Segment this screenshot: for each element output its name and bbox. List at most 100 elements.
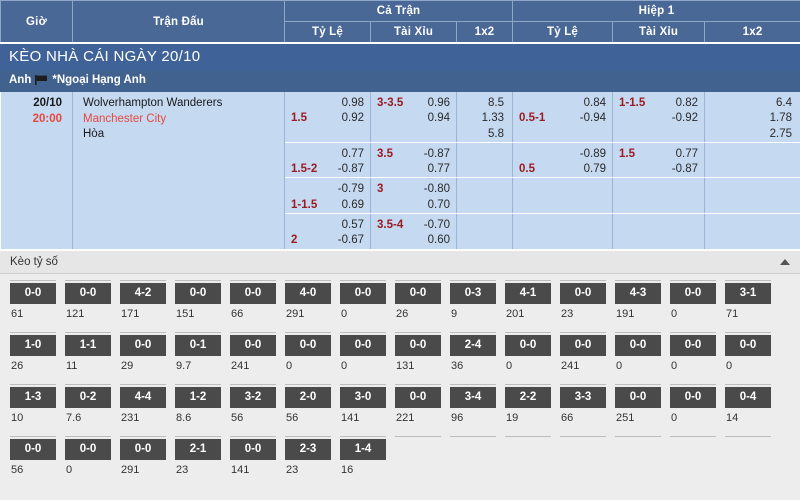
odd-1[interactable]: 6.4 (776, 97, 793, 109)
score-cell[interactable]: 0-0 0 (670, 331, 716, 378)
score-cell[interactable]: 0-0 121 (65, 279, 111, 326)
half-overunder-cell[interactable]: 1.5 0.77 -0.87 (612, 141, 706, 179)
odd-value-bottom[interactable]: -0.67 (337, 234, 364, 247)
score-chip[interactable]: 0-0 (10, 438, 56, 460)
score-odd-value[interactable]: 151 (176, 307, 195, 320)
score-odd-value[interactable]: 221 (396, 411, 415, 424)
score-odd-value[interactable]: 0 (671, 411, 678, 424)
score-odd-value[interactable]: 241 (231, 359, 250, 372)
score-cell[interactable]: 0-1 9.7 (175, 331, 221, 378)
score-chip[interactable]: 3-1 (725, 282, 771, 304)
score-odd-value[interactable]: 56 (286, 411, 299, 424)
caret-up-icon[interactable] (780, 258, 790, 265)
score-odd-value[interactable]: 231 (121, 411, 140, 424)
score-chip[interactable]: 0-0 (230, 282, 276, 304)
score-cell[interactable]: 0-0 0 (285, 331, 331, 378)
score-cell[interactable]: 0-0 66 (230, 279, 276, 326)
score-odd-value[interactable]: 9.7 (176, 359, 192, 372)
score-cell[interactable]: 0-0 61 (10, 279, 56, 326)
score-cell[interactable]: 0-0 0 (340, 279, 386, 326)
score-chip[interactable]: 0-2 (65, 386, 111, 408)
odd-value-bottom[interactable]: 0.94 (427, 112, 450, 125)
score-chip[interactable]: 4-2 (120, 282, 166, 304)
full-handicap-cell[interactable]: -0.79 1-1.5 0.69 (284, 177, 371, 214)
score-odd-value[interactable]: 0 (286, 359, 293, 372)
score-odd-value[interactable]: 26 (396, 307, 409, 320)
full-overunder-cell[interactable]: 3 -0.80 0.70 (370, 177, 457, 214)
score-odd-value[interactable]: 26 (11, 359, 24, 372)
score-chip[interactable]: 2-2 (505, 386, 551, 408)
score-cell[interactable]: 0-0 0 (340, 331, 386, 378)
score-odd-value[interactable]: 61 (11, 307, 24, 320)
score-cell[interactable]: 0-0 291 (120, 435, 166, 482)
score-odd-value[interactable]: 131 (396, 359, 415, 372)
score-chip[interactable]: 0-0 (670, 282, 716, 304)
score-cell[interactable]: 0-0 241 (560, 331, 606, 378)
odd-value-top[interactable]: -0.70 (423, 218, 450, 231)
full-overunder-cell[interactable]: 3-3.5 0.96 0.94 (370, 91, 457, 143)
score-odd-value[interactable]: 66 (231, 307, 244, 320)
score-chip[interactable]: 0-0 (560, 334, 606, 356)
score-chip[interactable]: 1-0 (10, 334, 56, 356)
score-cell[interactable]: 0-0 0 (670, 279, 716, 326)
score-odd-value[interactable]: 56 (11, 463, 24, 476)
score-cell[interactable]: 4-2 171 (120, 279, 166, 326)
score-chip[interactable]: 0-0 (615, 386, 661, 408)
score-odd-value[interactable]: 0 (506, 359, 513, 372)
score-odd-value[interactable]: 8.6 (176, 411, 192, 424)
odd-value-bottom[interactable]: -0.87 (671, 163, 699, 176)
score-cell[interactable]: 0-0 26 (395, 279, 441, 326)
score-odd-value[interactable]: 191 (616, 307, 635, 320)
score-cell[interactable]: 3-0 141 (340, 383, 386, 430)
score-chip[interactable]: 0-0 (285, 334, 331, 356)
half-handicap-cell[interactable]: 0.84 0.5-1 -0.94 (512, 91, 614, 143)
score-chip[interactable]: 0-0 (65, 282, 111, 304)
score-chip[interactable]: 0-0 (725, 334, 771, 356)
score-chip[interactable]: 0-0 (615, 334, 661, 356)
score-cell[interactable]: 4-4 231 (120, 383, 166, 430)
score-odd-value[interactable]: 16 (341, 463, 354, 476)
score-chip[interactable]: 0-0 (120, 334, 166, 356)
score-chip[interactable]: 1-2 (175, 386, 221, 408)
score-chip[interactable]: 0-0 (670, 386, 716, 408)
odd-value-top[interactable]: 0.82 (675, 97, 699, 109)
score-odd-value[interactable]: 66 (561, 411, 574, 424)
score-odd-value[interactable]: 11 (66, 359, 78, 372)
score-chip[interactable]: 0-0 (65, 438, 111, 460)
score-odd-value[interactable]: 291 (286, 307, 305, 320)
score-cell[interactable]: 0-0 0 (670, 383, 716, 430)
full-overunder-cell[interactable]: 3.5 -0.87 0.77 (370, 141, 457, 179)
score-cell[interactable]: 1-0 26 (10, 331, 56, 378)
score-cell[interactable]: 0-2 7.6 (65, 383, 111, 430)
full-overunder-cell[interactable]: 3.5-4 -0.70 0.60 (370, 212, 457, 250)
score-chip[interactable]: 0-0 (560, 282, 606, 304)
score-cell[interactable]: 1-1 11 (65, 331, 111, 378)
score-cell[interactable]: 2-4 36 (450, 331, 496, 378)
odd-value-top[interactable]: -0.79 (337, 183, 364, 196)
odd-x[interactable]: 1.78 (769, 112, 793, 125)
score-odd-value[interactable]: 36 (451, 359, 464, 372)
odd-value-top[interactable]: 0.84 (583, 97, 607, 109)
odd-value-bottom[interactable]: -0.87 (337, 163, 364, 176)
score-chip[interactable]: 0-0 (175, 282, 221, 304)
score-chip[interactable]: 3-2 (230, 386, 276, 408)
full-handicap-cell[interactable]: 0.77 1.5-2 -0.87 (284, 141, 371, 179)
score-chip[interactable]: 4-3 (615, 282, 661, 304)
score-chip[interactable]: 0-0 (670, 334, 716, 356)
score-cell[interactable]: 1-3 10 (10, 383, 56, 430)
score-chip[interactable]: 2-0 (285, 386, 331, 408)
score-section-header[interactable]: Kèo tỷ số (0, 249, 800, 274)
score-chip[interactable]: 0-0 (340, 282, 386, 304)
score-cell[interactable]: 0-0 0 (65, 435, 111, 482)
odd-value-bottom[interactable]: 0.92 (341, 112, 364, 125)
score-odd-value[interactable]: 19 (506, 411, 519, 424)
full-1x2-cell[interactable]: 8.5 1.33 5.8 (455, 91, 514, 143)
score-odd-value[interactable]: 96 (451, 411, 464, 424)
odd-1[interactable]: 8.5 (488, 97, 505, 109)
score-odd-value[interactable]: 29 (121, 359, 134, 372)
score-chip[interactable]: 2-1 (175, 438, 221, 460)
score-odd-value[interactable]: 201 (506, 307, 525, 320)
score-chip[interactable]: 0-1 (175, 334, 221, 356)
score-cell[interactable]: 1-4 16 (340, 435, 386, 482)
score-cell[interactable]: 2-0 56 (285, 383, 331, 430)
